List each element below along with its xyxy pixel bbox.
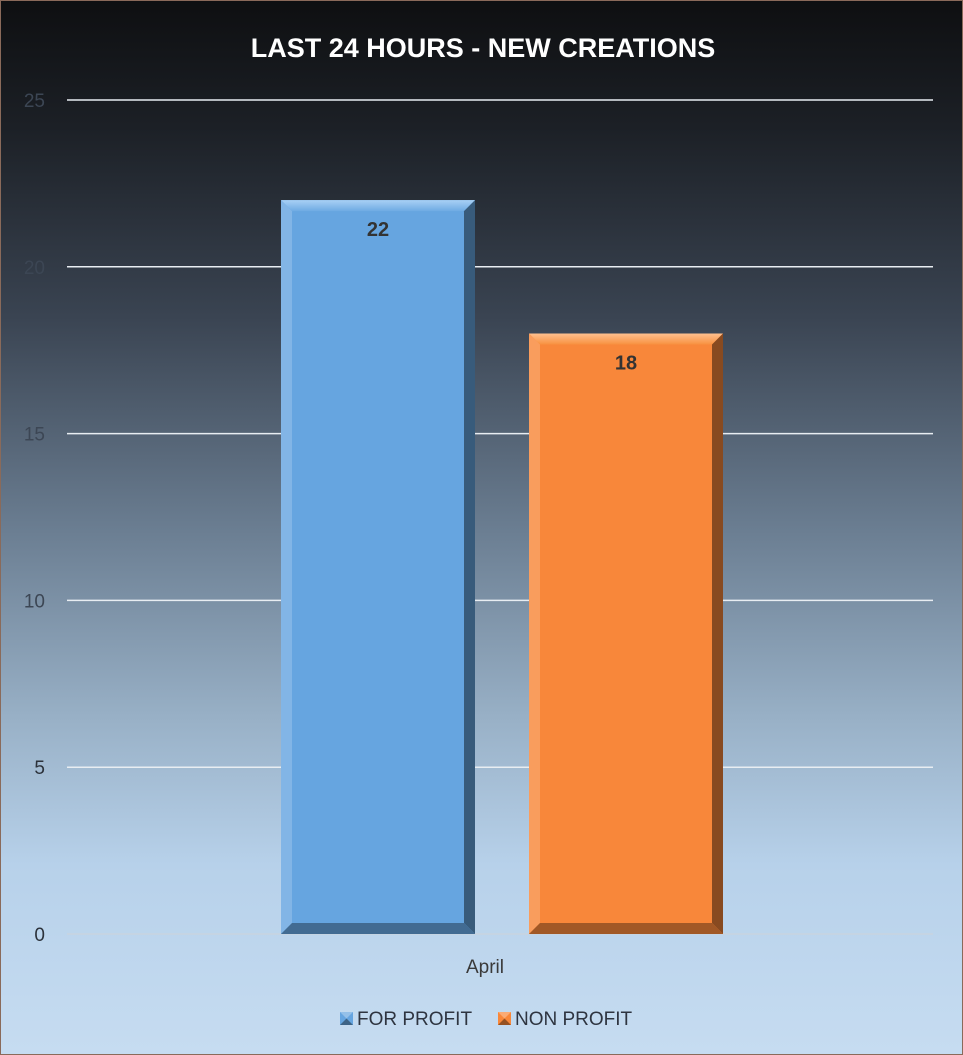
y-tick-label: 0 bbox=[34, 925, 45, 946]
y-tick-label: 5 bbox=[34, 758, 45, 779]
bar-bevel-bottom bbox=[281, 923, 475, 934]
legend-label: FOR PROFIT bbox=[357, 1009, 472, 1030]
legend: FOR PROFIT NON PROFIT bbox=[340, 1009, 633, 1030]
bar-bevel-left bbox=[529, 333, 540, 934]
bar-bevel-top bbox=[281, 200, 475, 212]
y-axis-ticks: 0 5 10 15 20 25 bbox=[24, 91, 45, 946]
bar-bevel-left bbox=[281, 200, 292, 934]
y-tick-label: 25 bbox=[24, 91, 45, 112]
legend-swatch-bevel-top bbox=[340, 1012, 353, 1019]
gridlines bbox=[67, 99, 933, 935]
bar-for-profit: 22 bbox=[281, 200, 475, 934]
bar-bevel-bottom bbox=[529, 923, 723, 934]
bar-bevel-right bbox=[464, 200, 475, 934]
bar-face bbox=[281, 200, 475, 934]
legend-swatch-bevel-bottom bbox=[498, 1018, 511, 1025]
legend-item: NON PROFIT bbox=[498, 1009, 633, 1030]
data-label: 22 bbox=[367, 219, 389, 241]
data-label: 18 bbox=[615, 353, 637, 375]
legend-label: NON PROFIT bbox=[515, 1009, 633, 1030]
bars: 22 18 bbox=[281, 200, 723, 934]
y-tick-label: 10 bbox=[24, 591, 45, 612]
bar-bevel-top bbox=[529, 333, 723, 345]
legend-swatch-bevel-bottom bbox=[340, 1018, 353, 1025]
legend-item: FOR PROFIT bbox=[340, 1009, 472, 1030]
bar-non-profit: 18 bbox=[529, 333, 723, 934]
y-tick-label: 20 bbox=[24, 258, 45, 279]
bar-face bbox=[529, 333, 723, 934]
chart-title: LAST 24 HOURS - NEW CREATIONS bbox=[251, 33, 716, 63]
legend-swatch-bevel-top bbox=[498, 1012, 511, 1019]
x-axis-categories: April bbox=[466, 957, 504, 978]
y-tick-label: 15 bbox=[24, 425, 45, 446]
x-category-label: April bbox=[466, 957, 504, 978]
bar-bevel-right bbox=[712, 333, 723, 934]
